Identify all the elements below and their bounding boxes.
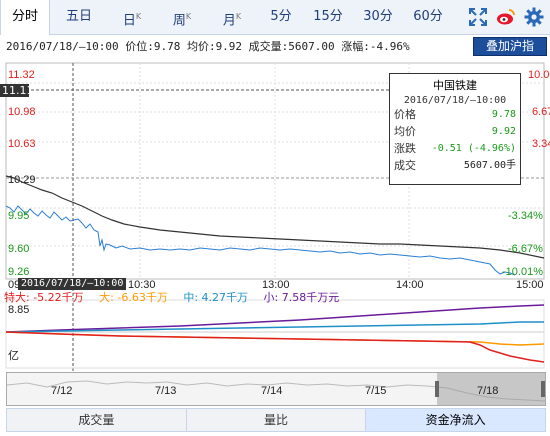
time-label: 15:00: [516, 279, 544, 291]
time-label: 10:30: [128, 279, 156, 291]
navigator-date: 7/18: [477, 385, 499, 397]
tab-sup: K: [185, 12, 192, 21]
gear-icon[interactable]: [524, 7, 544, 27]
tab-weekly-k[interactable]: 周K: [160, 0, 204, 34]
tab-60min[interactable]: 60分: [406, 0, 450, 34]
tab-volume[interactable]: 成交量: [7, 409, 187, 431]
average-price-line: [5, 175, 545, 259]
tab-sup: K: [235, 12, 242, 21]
percent-label: -3.34%: [508, 210, 543, 222]
navigator-date: 7/12: [51, 385, 73, 397]
tooltip-value: -0.51 (-4.96%): [431, 143, 516, 154]
tab-net-fund-inflow[interactable]: 资金净流入: [366, 409, 546, 431]
expand-icon[interactable]: [468, 7, 488, 27]
quote-tooltip: 中国铁建 2016/07/18/—10:00 价格 9.78 均价 9.92 涨…: [389, 73, 521, 185]
percent-label: 6.67%: [532, 106, 550, 118]
price-label: 9.95: [8, 210, 30, 222]
tab-label: 30分: [363, 9, 393, 24]
tab-intraday[interactable]: 分时: [0, 0, 50, 35]
tooltip-value: 9.78: [491, 109, 516, 120]
tab-label: 月: [222, 13, 236, 29]
price-label-min: 9.26: [8, 266, 30, 278]
legend-super-large: 特大: -5.22千万: [4, 291, 84, 304]
tooltip-row-change: 涨跌 -0.51 (-4.96%): [390, 140, 520, 157]
flow-unit-label: 亿: [8, 350, 19, 362]
tab-30min[interactable]: 30分: [356, 0, 400, 34]
tooltip-value: 9.92: [491, 126, 516, 137]
tab-label: 15分: [313, 9, 343, 24]
tab-5min[interactable]: 5分: [262, 0, 300, 34]
tooltip-value: 5607.00手: [463, 160, 516, 171]
tab-daily-k[interactable]: 日K: [110, 0, 154, 34]
tab-label: 日: [122, 13, 136, 29]
navigator-date: 7/14: [261, 385, 283, 397]
price-label-prev-close: 10.29: [8, 174, 36, 186]
tooltip-label: 均价: [394, 125, 416, 138]
navigator-date: 7/13: [155, 385, 177, 397]
price-label-max: 11.32: [8, 69, 35, 81]
quote-info-line: 2016/07/18/—10:00 价位:9.78 均价:9.92 成交量:56…: [6, 40, 410, 53]
tab-15min[interactable]: 15分: [306, 0, 350, 34]
tooltip-label: 成交: [394, 159, 416, 172]
price-label: 10.63: [8, 138, 36, 150]
tab-label: 60分: [413, 9, 443, 24]
tab-sup: K: [135, 12, 142, 21]
time-label: 13:00: [262, 279, 290, 291]
tab-label: 五日: [65, 9, 92, 24]
tab-monthly-k[interactable]: 月K: [210, 0, 254, 34]
stock-name: 中国铁建: [433, 79, 477, 92]
indicator-tab-bar: 成交量 量比 资金净流入: [6, 408, 546, 432]
percent-label: 3.34%: [532, 138, 550, 150]
flow-plot-frame: [5, 299, 545, 369]
navigator-date: 7/15: [365, 385, 387, 397]
percent-label-min: -10.01%: [502, 266, 543, 278]
tab-volume-ratio[interactable]: 量比: [186, 409, 367, 431]
legend-small: 小: 7.58千万元: [263, 291, 340, 304]
tooltip-label: 涨跌: [394, 142, 416, 155]
period-tab-bar: 分时 五日 日K 周K 月K 5分 15分 30分 60分: [0, 0, 550, 35]
flow-small-line: [5, 304, 545, 333]
tab-label: 周: [172, 13, 186, 29]
tab-five-day[interactable]: 五日: [56, 0, 102, 34]
time-cursor-tag: 2016/07/18/—10:00: [18, 278, 127, 290]
tooltip-row-average: 均价 9.92: [390, 123, 520, 140]
price-label: 9.60: [8, 243, 30, 255]
tooltip-date: 2016/07/18/—10:00: [403, 95, 507, 106]
tooltip-row-volume: 成交 5607.00手: [390, 157, 520, 174]
legend-medium: 中: 4.27千万: [183, 291, 249, 304]
time-label: 14:00: [396, 279, 424, 291]
fund-flow-legend: 特大: -5.22千万 大: -6.63千万 中: 4.27千万 小: 7.58…: [4, 289, 351, 305]
tooltip-label: 价格: [394, 108, 416, 121]
date-range-navigator[interactable]: 7/12 7/13 7/14 7/15 7/18: [6, 372, 546, 406]
flow-scale-top: 8.85: [8, 304, 30, 316]
tab-label: 分时: [11, 9, 38, 24]
legend-large: 大: -6.63千万: [99, 291, 168, 304]
navigator-sparkline: [7, 373, 545, 405]
tab-label: 5分: [270, 9, 292, 24]
price-label: 10.98: [8, 106, 36, 118]
flow-super-large-line: [5, 331, 545, 363]
cursor-price-tag: 11.11: [0, 84, 34, 97]
flow-medium-line: [5, 321, 544, 333]
percent-label-max: 10.00%: [528, 69, 550, 81]
overlay-index-button[interactable]: 叠加沪指: [473, 37, 547, 56]
weibo-icon[interactable]: [496, 7, 516, 27]
percent-label: -6.67%: [508, 243, 543, 255]
price-line: [5, 205, 516, 276]
time-grid-lines: [139, 63, 410, 279]
tooltip-row-price: 价格 9.78: [390, 106, 520, 123]
